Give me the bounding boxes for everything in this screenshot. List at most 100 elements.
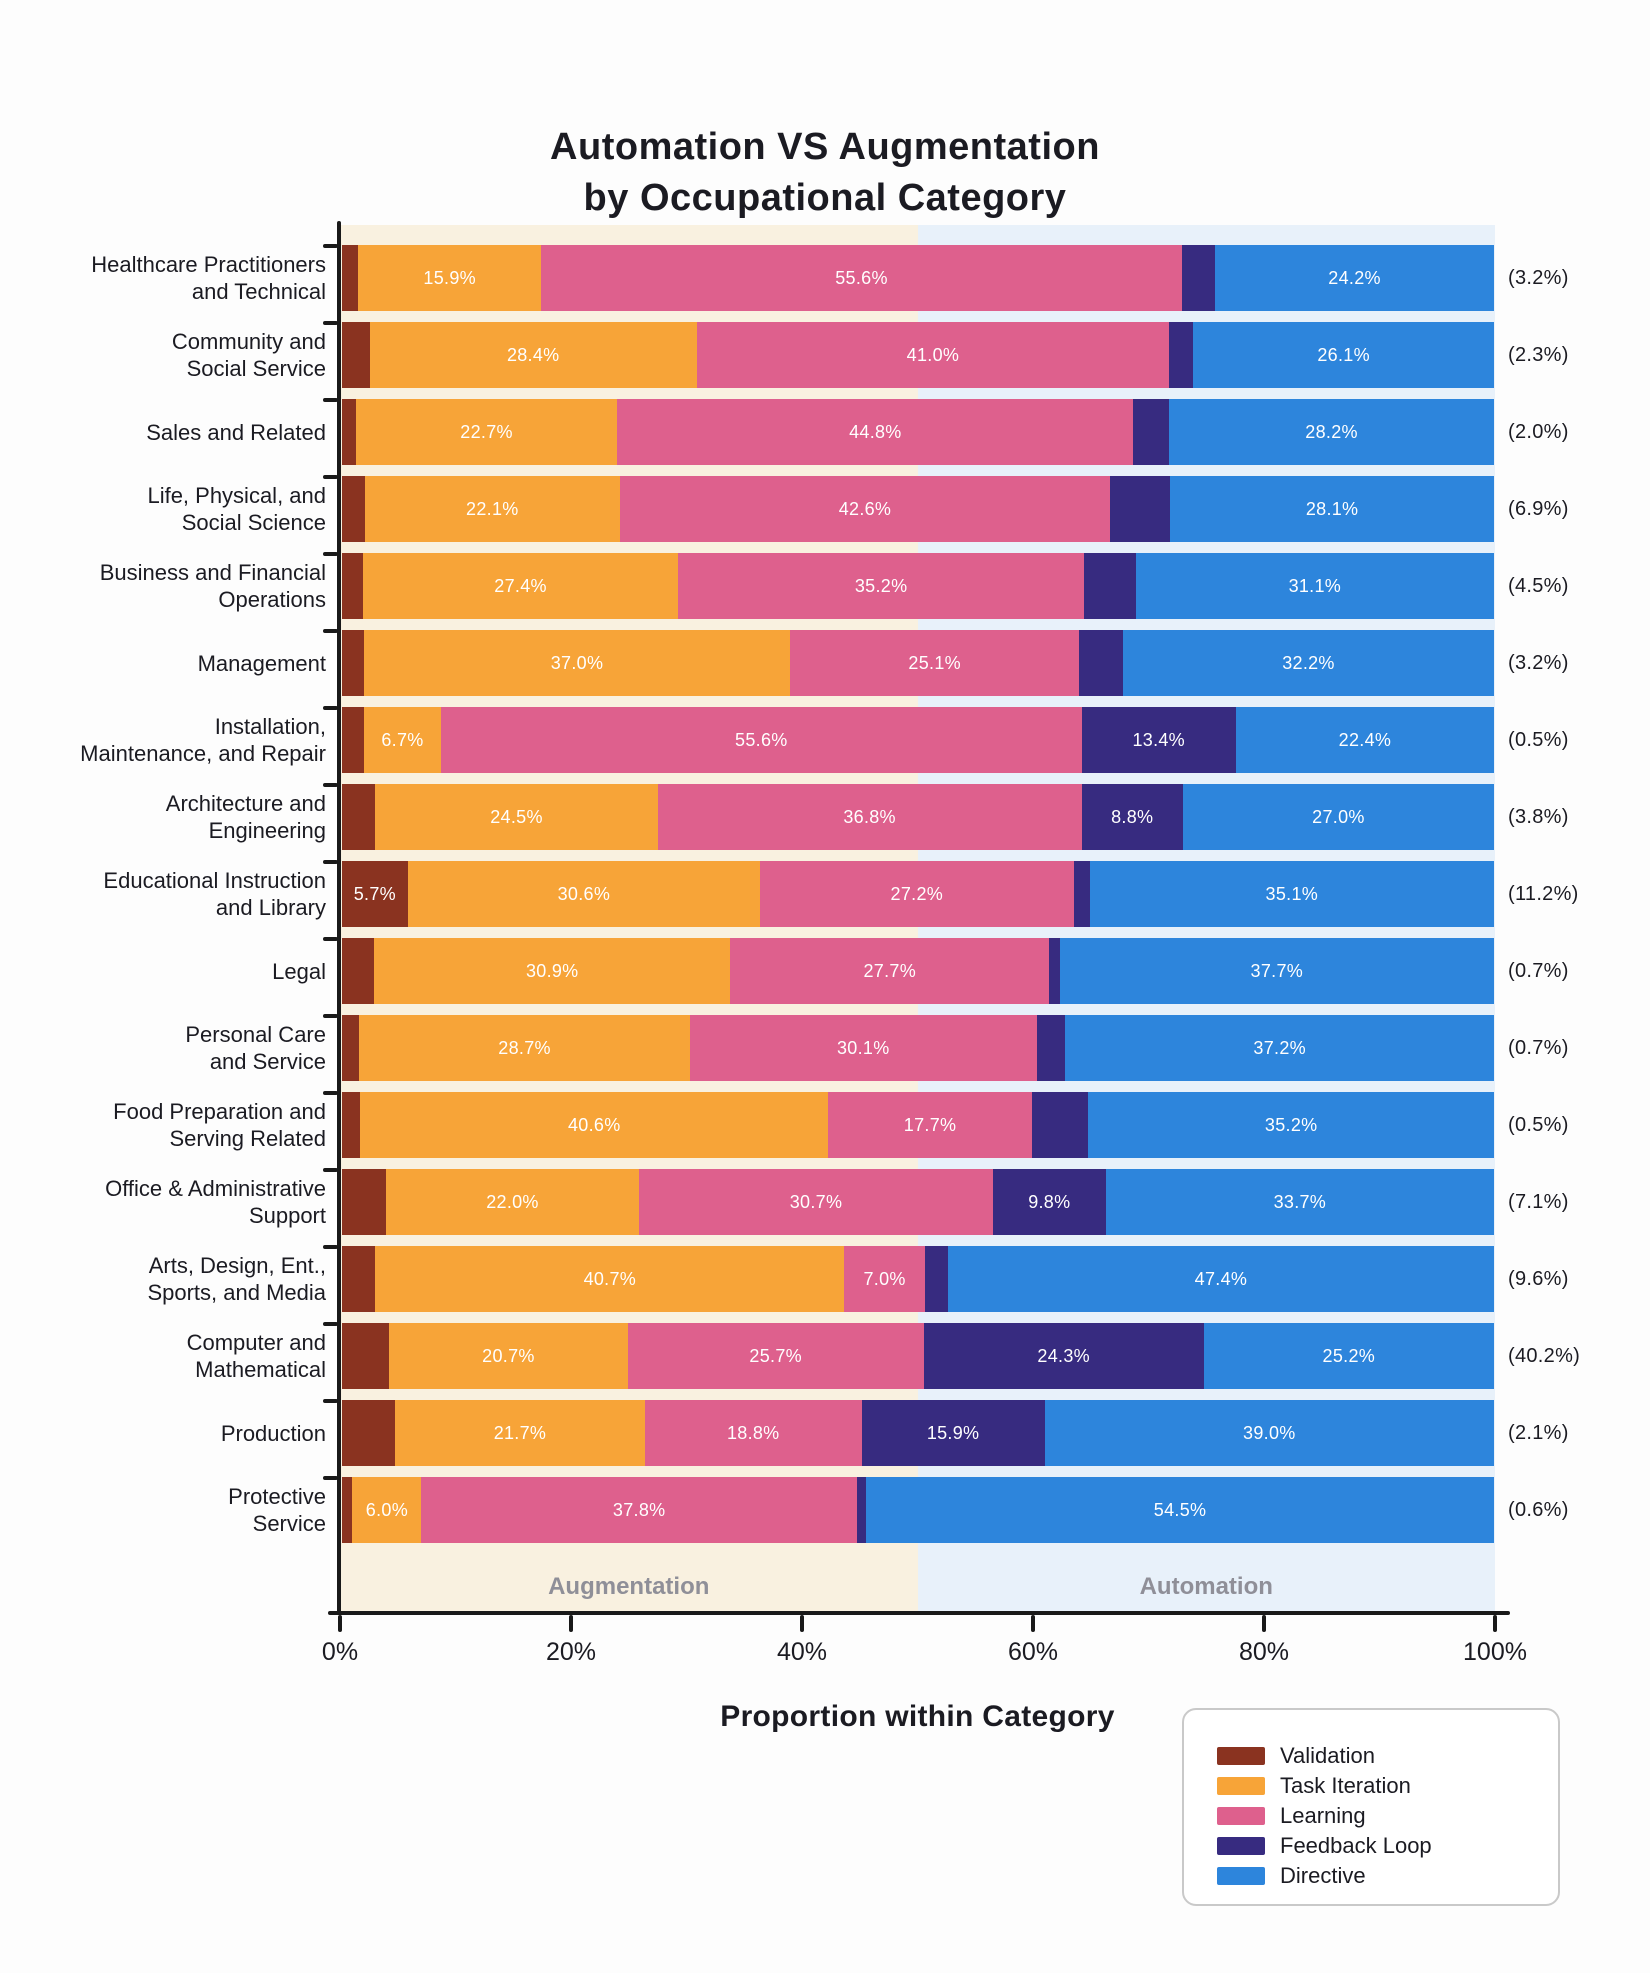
bar-segment-feedback_loop: 9.8% bbox=[992, 1169, 1106, 1235]
legend-swatch-directive bbox=[1217, 1867, 1265, 1885]
category-label-line: and Technical bbox=[191, 279, 326, 304]
share-label: (3.8%) bbox=[1508, 805, 1569, 828]
category-label-line: Operations bbox=[218, 587, 326, 612]
bar-segment-task_iteration: 30.9% bbox=[374, 938, 731, 1004]
category-label-line: Social Service bbox=[186, 356, 326, 381]
category-label: Installation, Maintenance, and Repair bbox=[20, 707, 326, 773]
category-label: Arts, Design, Ent., Sports, and Media bbox=[20, 1246, 326, 1312]
chart-title: Automation VS Augmentation by Occupation… bbox=[0, 122, 1650, 224]
y-tick bbox=[323, 783, 338, 787]
bar-segment-feedback_loop bbox=[1133, 399, 1170, 465]
bar-row: 15.9% 55.6% 24.2% bbox=[342, 245, 1494, 311]
segment-value-label: 24.5% bbox=[490, 806, 543, 827]
segment-value-label: 7.0% bbox=[863, 1268, 906, 1289]
segment-value-label: 41.0% bbox=[906, 344, 960, 365]
bar-segment-feedback_loop bbox=[1169, 322, 1194, 388]
category-label-line: Production bbox=[220, 1420, 326, 1446]
share-label: (0.5%) bbox=[1508, 728, 1569, 751]
category-label-line: Arts, Design, Ent., bbox=[148, 1253, 326, 1278]
share-label: (0.7%) bbox=[1508, 959, 1569, 982]
category-label: Educational Instruction and Library bbox=[20, 861, 326, 927]
category-label-line: Support bbox=[248, 1203, 326, 1228]
share-label: (40.2%) bbox=[1508, 1344, 1581, 1367]
bar-segment-learning: 25.1% bbox=[790, 630, 1080, 696]
segment-value-label: 5.7% bbox=[353, 883, 396, 904]
y-tick bbox=[323, 475, 338, 479]
segment-value-label: 6.0% bbox=[365, 1499, 409, 1520]
category-label-line: Computer and bbox=[186, 1330, 326, 1355]
legend-item-task_iteration: Task Iteration bbox=[1217, 1771, 1558, 1801]
y-tick bbox=[323, 552, 338, 556]
segment-value-label: 40.7% bbox=[583, 1268, 637, 1289]
legend-swatch-task_iteration bbox=[1217, 1777, 1265, 1795]
bar-segment-task_iteration: 27.4% bbox=[362, 553, 679, 619]
segment-value-label: 25.7% bbox=[749, 1345, 802, 1366]
category-label-line: Food Preparation and bbox=[113, 1099, 326, 1124]
segment-value-label: 35.2% bbox=[854, 575, 908, 596]
bar-row: 40.7% 7.0% 47.4% bbox=[342, 1246, 1494, 1312]
bar-segment-feedback_loop: 24.3% bbox=[923, 1323, 1204, 1389]
bar-segment-task_iteration: 28.7% bbox=[359, 1015, 690, 1081]
bar-segment-learning: 42.6% bbox=[619, 476, 1111, 542]
bar-row: 24.5% 36.8% 8.8% 27.0% bbox=[342, 784, 1494, 850]
segment-value-label: 18.8% bbox=[726, 1422, 780, 1443]
bar-segment-validation bbox=[342, 245, 359, 311]
segment-value-label: 39.0% bbox=[1243, 1422, 1296, 1443]
bar-segment-directive: 27.0% bbox=[1182, 784, 1494, 850]
y-tick bbox=[323, 1245, 338, 1249]
bar-segment-validation bbox=[342, 476, 366, 542]
segment-value-label: 37.7% bbox=[1250, 960, 1304, 981]
segment-value-label: 9.8% bbox=[1028, 1191, 1071, 1212]
legend-swatch-learning bbox=[1217, 1807, 1265, 1825]
y-axis-spine bbox=[337, 221, 341, 1614]
category-label: Sales and Related bbox=[20, 399, 326, 465]
bar-row: 28.4% 41.0% 26.1% bbox=[342, 322, 1494, 388]
bar-segment-validation bbox=[342, 1323, 390, 1389]
bar-row: 21.7% 18.8% 15.9% 39.0% bbox=[342, 1400, 1494, 1466]
bar-row: 28.7% 30.1% 37.2% bbox=[342, 1015, 1494, 1081]
category-label-line: Life, Physical, and bbox=[147, 483, 326, 508]
bar-segment-learning: 44.8% bbox=[617, 399, 1134, 465]
bar-segment-learning: 18.8% bbox=[644, 1400, 862, 1466]
bar-segment-directive: 28.1% bbox=[1170, 476, 1494, 542]
segment-value-label: 15.9% bbox=[423, 267, 476, 288]
bar-segment-directive: 37.2% bbox=[1065, 1015, 1494, 1081]
share-label: (0.6%) bbox=[1508, 1498, 1569, 1521]
category-label: Management bbox=[20, 630, 326, 696]
category-label-line: Community and bbox=[171, 329, 326, 354]
bar-segment-feedback_loop bbox=[1032, 1092, 1089, 1158]
bar-segment-task_iteration: 6.7% bbox=[363, 707, 442, 773]
bar-segment-learning: 55.6% bbox=[541, 245, 1182, 311]
bar-row: 6.0% 37.8% 54.5% bbox=[342, 1477, 1494, 1543]
segment-value-label: 26.1% bbox=[1317, 344, 1370, 365]
bar-segment-validation bbox=[342, 707, 364, 773]
segment-value-label: 6.7% bbox=[381, 729, 424, 750]
category-label: Life, Physical, and Social Science bbox=[20, 476, 326, 542]
segment-value-label: 30.1% bbox=[836, 1037, 890, 1058]
bar-segment-task_iteration: 22.1% bbox=[365, 476, 620, 542]
bar-segment-learning: 30.7% bbox=[639, 1169, 993, 1235]
category-label-line: Personal Care bbox=[185, 1022, 326, 1047]
category-label-line: Protective bbox=[228, 1484, 326, 1509]
bar-segment-directive: 31.1% bbox=[1135, 553, 1494, 619]
category-label: Food Preparation and Serving Related bbox=[20, 1092, 326, 1158]
segment-value-label: 37.8% bbox=[612, 1499, 666, 1520]
plot-area: Augmentation Automation 15.9% 55.6% 24.2% 2… bbox=[340, 225, 1495, 1613]
bar-row: 22.1% 42.6% 28.1% bbox=[342, 476, 1494, 542]
bar-segment-task_iteration: 28.4% bbox=[369, 322, 697, 388]
x-tick bbox=[1493, 1615, 1497, 1632]
bar-segment-learning: 30.1% bbox=[689, 1015, 1037, 1081]
bar-segment-learning: 36.8% bbox=[657, 784, 1082, 850]
bar-row: 20.7% 25.7% 24.3% 25.2% bbox=[342, 1323, 1494, 1389]
category-label-line: Architecture and bbox=[165, 791, 326, 816]
x-tick bbox=[569, 1615, 573, 1632]
bar-segment-validation bbox=[342, 553, 363, 619]
bar-segment-task_iteration: 24.5% bbox=[375, 784, 658, 850]
share-label: (2.0%) bbox=[1508, 420, 1569, 443]
bar-segment-directive: 54.5% bbox=[866, 1477, 1494, 1543]
x-tick-label: 100% bbox=[1463, 1638, 1527, 1666]
category-label-line: and Service bbox=[209, 1049, 326, 1074]
category-label: Community and Social Service bbox=[20, 322, 326, 388]
category-label-line: Business and Financial bbox=[99, 560, 326, 585]
